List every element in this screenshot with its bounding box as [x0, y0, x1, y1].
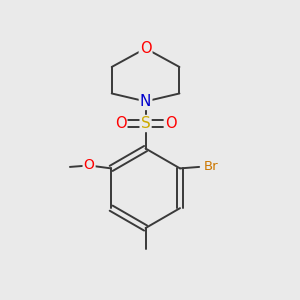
Text: O: O	[140, 41, 152, 56]
Text: N: N	[140, 94, 151, 109]
Text: O: O	[165, 116, 176, 131]
Text: O: O	[115, 116, 126, 131]
Text: Br: Br	[204, 160, 218, 173]
Text: O: O	[84, 158, 94, 172]
Text: S: S	[141, 116, 151, 131]
